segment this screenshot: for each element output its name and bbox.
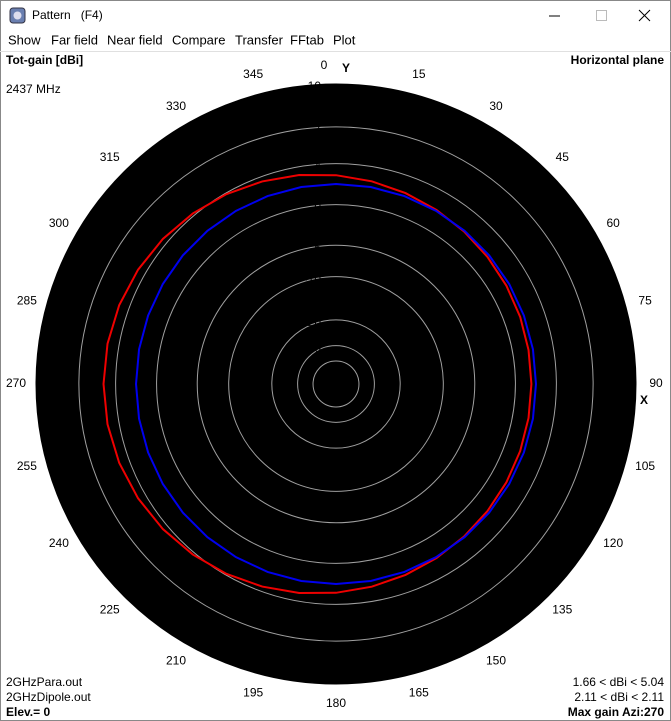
angle-label: 315 bbox=[100, 150, 120, 164]
angle-label: 240 bbox=[49, 536, 69, 550]
ring bbox=[271, 319, 401, 449]
angle-label: 135 bbox=[552, 602, 572, 616]
ring-label: 4 bbox=[314, 159, 321, 173]
ring bbox=[78, 126, 594, 642]
angle-label: 345 bbox=[243, 67, 263, 81]
angle-label: 255 bbox=[17, 459, 37, 473]
angle-label: 300 bbox=[49, 216, 69, 230]
gain-range: 1.66 < dBi < 5.04 bbox=[573, 675, 665, 689]
ring-label: -30 bbox=[304, 341, 322, 355]
angle-label: 330 bbox=[166, 99, 186, 113]
angle-label: 120 bbox=[603, 536, 623, 550]
menu-item[interactable]: Compare bbox=[172, 32, 225, 47]
angle-label: 165 bbox=[409, 685, 429, 699]
menu-item[interactable]: Show bbox=[8, 32, 41, 47]
menu-item[interactable]: Plot bbox=[333, 32, 356, 47]
angle-label: 0 bbox=[321, 58, 328, 72]
frequency-label: 2437 MHz bbox=[6, 82, 61, 96]
angle-label: 180 bbox=[326, 696, 346, 710]
ring bbox=[297, 345, 375, 423]
ring bbox=[115, 163, 557, 605]
title-bar: Pattern (F4) bbox=[9, 7, 651, 24]
elevation-label: Elev.= 0 bbox=[6, 705, 50, 719]
menu-item[interactable]: FFtab bbox=[290, 32, 324, 47]
x-axis-label: X bbox=[640, 393, 648, 407]
ring-label: -10 bbox=[304, 272, 322, 286]
ring-label: 0 bbox=[314, 200, 321, 214]
legend-entry: 2GHzPara.out bbox=[6, 675, 83, 689]
menu-item[interactable]: Near field bbox=[107, 32, 163, 47]
angle-label: 195 bbox=[243, 685, 263, 699]
ring bbox=[196, 244, 476, 524]
menu-item[interactable]: Transfer bbox=[235, 32, 284, 47]
pattern-curve bbox=[135, 183, 537, 585]
ring bbox=[156, 204, 516, 564]
angle-label: 30 bbox=[489, 99, 503, 113]
gain-range: 2.11 < dBi < 2.11 bbox=[574, 690, 664, 704]
menu-item[interactable]: Far field bbox=[51, 32, 98, 47]
angle-label: 270 bbox=[6, 376, 26, 390]
max-gain-label: Max gain Azi:270 bbox=[568, 705, 665, 719]
angle-label: 90 bbox=[649, 376, 663, 390]
close-button[interactable] bbox=[638, 9, 651, 22]
angle-label: 15 bbox=[412, 67, 426, 81]
angle-label: 75 bbox=[638, 293, 652, 307]
ring-label: 7 bbox=[314, 122, 321, 136]
ring-label: -5 bbox=[310, 240, 321, 254]
angle-label: 60 bbox=[606, 216, 620, 230]
angle-label: 285 bbox=[17, 293, 37, 307]
y-axis-label: Y bbox=[342, 61, 350, 75]
angle-label: 105 bbox=[635, 459, 655, 473]
plane-label: Horizontal plane bbox=[571, 53, 665, 67]
ring-label: -40 bbox=[304, 356, 322, 370]
ring-label: -20 bbox=[304, 315, 322, 329]
window-title: Pattern (F4) bbox=[32, 8, 103, 22]
ring bbox=[35, 83, 637, 685]
menu-bar: Show Far field Near field Compare Transfer FF… bbox=[8, 32, 356, 47]
polar-plot: 0 15 30 45 60 75 90 105 120 135 150 165 180 195 210 225… bbox=[6, 58, 663, 710]
ring bbox=[312, 360, 360, 408]
angle-label: 210 bbox=[166, 653, 186, 667]
chart-title: Tot-gain [dBi] bbox=[6, 53, 83, 67]
angle-label: 225 bbox=[100, 602, 120, 616]
ring-label: 10 bbox=[308, 79, 322, 93]
angle-label: 45 bbox=[556, 150, 570, 164]
ring bbox=[228, 276, 444, 492]
pattern-curve bbox=[102, 174, 533, 594]
app-icon-dot bbox=[13, 11, 22, 20]
angle-label: 150 bbox=[486, 653, 506, 667]
legend-entry: 2GHzDipole.out bbox=[6, 690, 91, 704]
maximize-button[interactable] bbox=[596, 10, 607, 21]
